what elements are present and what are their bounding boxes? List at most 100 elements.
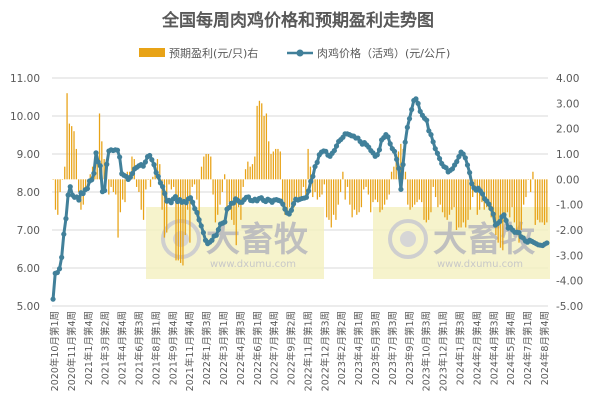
price-point (149, 157, 155, 163)
price-point (89, 177, 95, 183)
profit-bar (166, 179, 168, 233)
profit-bar (254, 156, 256, 180)
profit-bar (251, 164, 254, 180)
price-point (84, 185, 91, 192)
price-point (467, 170, 473, 176)
x-tick-label: 2022年6月第1周 (252, 311, 264, 385)
profit-bar (263, 116, 265, 180)
profit-bar (372, 179, 374, 203)
price-point (396, 165, 402, 172)
x-tick-label: 2021年1月第4周 (83, 311, 95, 385)
price-point (290, 201, 297, 207)
right-tick-label: 4.00 (556, 73, 579, 85)
legend-label-profit: 预期盈利(元/只)右 (169, 46, 258, 60)
profit-bar (309, 166, 312, 180)
right-tick-label: 1.00 (556, 149, 579, 161)
profit-bar (101, 141, 103, 180)
profit-bar (536, 179, 539, 220)
x-tick-label: 2020年11月第4周 (66, 311, 78, 391)
profit-bar (349, 179, 351, 205)
price-point (428, 132, 434, 138)
profit-bars (52, 93, 548, 266)
profit-bar (284, 179, 286, 215)
profit-bar (421, 179, 423, 203)
price-point (280, 201, 286, 207)
profit-bar (249, 166, 251, 180)
profit-bar (265, 113, 268, 180)
profit-bar (96, 156, 98, 180)
x-tick-label: 2022年11月第1周 (302, 311, 314, 391)
price-point (456, 154, 462, 160)
profit-bar (330, 179, 332, 228)
price-point (222, 219, 228, 225)
profit-bar (321, 179, 323, 195)
legend-label-price: 肉鸡价格（活鸡）(元/公斤) (317, 46, 450, 60)
watermark-brand: 大畜牧 (206, 220, 309, 260)
x-tick-label: 2023年4月第1周 (353, 311, 365, 385)
profit-bar (492, 179, 495, 223)
price-point (501, 212, 507, 218)
price-point (404, 124, 410, 130)
profit-bar (335, 179, 337, 220)
x-tick-label: 2023年12月第1周 (438, 311, 450, 391)
profit-bar (177, 179, 179, 261)
profit-bar (226, 179, 228, 210)
profit-bar (409, 179, 411, 210)
price-point (310, 173, 316, 180)
x-axis-labels: 2020年10月第1周 2020年11月第4周 2021年1月第4周 2021年3月第… (49, 311, 551, 391)
price-point (226, 204, 232, 211)
profit-bar (261, 103, 263, 180)
profit-bar (379, 179, 381, 213)
profit-bar (119, 179, 122, 213)
price-point (76, 197, 82, 203)
price-point (385, 134, 391, 140)
x-tick-label: 2020年10月第1周 (49, 311, 61, 391)
price-point (157, 180, 164, 186)
watermark-logo-icon (388, 219, 428, 259)
profit-bar (89, 174, 91, 180)
profit-bar (159, 164, 161, 180)
profit-bar (428, 179, 430, 220)
profit-bar (198, 179, 200, 215)
price-point (147, 152, 153, 159)
chart-title: 全国每周肉鸡价格和预期盈利走势图 (161, 10, 434, 31)
profit-bar (467, 179, 469, 220)
profit-bar (54, 179, 57, 210)
left-tick-label: 10.00 (10, 111, 40, 123)
left-tick-label: 9.00 (17, 149, 40, 161)
profit-bar (312, 179, 314, 198)
x-tick-label: 2024年8月第4周 (539, 311, 551, 385)
price-point (187, 195, 194, 201)
profit-bar (98, 113, 101, 180)
watermark-site: www.dxumu.com (210, 259, 296, 270)
x-tick-label: 2021年6月第3周 (134, 311, 146, 385)
x-tick-label: 2023年10月第3周 (421, 311, 433, 391)
price-point (190, 199, 196, 205)
profit-bar (541, 179, 543, 223)
price-point (402, 139, 408, 145)
profit-bar (377, 179, 379, 203)
profit-bar (205, 154, 207, 180)
price-point (288, 207, 295, 213)
price-point (282, 206, 288, 212)
legend-swatch-marker (296, 49, 304, 57)
profit-bar (300, 179, 302, 198)
profit-bar (520, 179, 522, 230)
profit-bar (509, 179, 511, 218)
profit-bar (511, 179, 513, 208)
profit-bar (337, 179, 339, 205)
right-tick-label: 2.00 (556, 124, 579, 136)
price-point (97, 163, 103, 169)
price-point (200, 230, 206, 236)
profit-bar (485, 179, 488, 208)
profit-bar (180, 179, 182, 263)
profit-bar (163, 179, 166, 238)
price-point (434, 150, 441, 156)
profit-bar (203, 156, 205, 180)
price-point (400, 162, 406, 168)
price-point (436, 155, 443, 162)
profit-bar (356, 179, 358, 215)
profit-bar (513, 179, 516, 223)
profit-bar (319, 179, 321, 198)
profit-bar (182, 179, 184, 266)
